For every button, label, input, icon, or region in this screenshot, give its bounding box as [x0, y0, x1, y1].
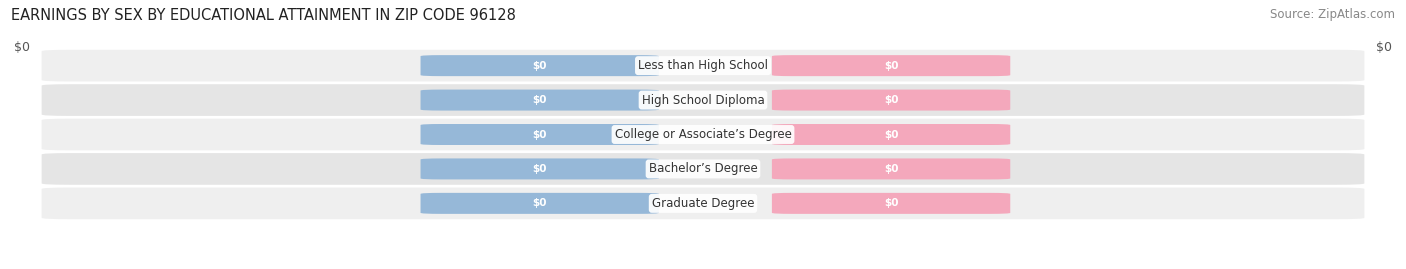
Text: High School Diploma: High School Diploma [641, 94, 765, 107]
FancyBboxPatch shape [420, 193, 659, 214]
FancyBboxPatch shape [42, 50, 1364, 82]
Text: EARNINGS BY SEX BY EDUCATIONAL ATTAINMENT IN ZIP CODE 96128: EARNINGS BY SEX BY EDUCATIONAL ATTAINMEN… [11, 8, 516, 23]
Text: $0: $0 [1376, 41, 1392, 54]
Text: $0: $0 [884, 61, 898, 71]
FancyBboxPatch shape [772, 193, 1011, 214]
Text: $0: $0 [884, 164, 898, 174]
Text: Source: ZipAtlas.com: Source: ZipAtlas.com [1270, 8, 1395, 21]
FancyBboxPatch shape [772, 90, 1011, 111]
Text: $0: $0 [14, 41, 30, 54]
Text: $0: $0 [533, 198, 547, 208]
Text: $0: $0 [533, 95, 547, 105]
Text: Bachelor’s Degree: Bachelor’s Degree [648, 162, 758, 175]
Text: Less than High School: Less than High School [638, 59, 768, 72]
Text: Graduate Degree: Graduate Degree [652, 197, 754, 210]
FancyBboxPatch shape [420, 90, 659, 111]
FancyBboxPatch shape [772, 124, 1011, 145]
FancyBboxPatch shape [772, 55, 1011, 76]
Text: $0: $0 [533, 129, 547, 140]
FancyBboxPatch shape [42, 187, 1364, 219]
FancyBboxPatch shape [42, 153, 1364, 185]
FancyBboxPatch shape [772, 158, 1011, 179]
Text: College or Associate’s Degree: College or Associate’s Degree [614, 128, 792, 141]
Text: $0: $0 [533, 164, 547, 174]
Text: $0: $0 [884, 95, 898, 105]
FancyBboxPatch shape [420, 124, 659, 145]
FancyBboxPatch shape [42, 119, 1364, 150]
Text: $0: $0 [533, 61, 547, 71]
Text: $0: $0 [884, 129, 898, 140]
FancyBboxPatch shape [420, 55, 659, 76]
FancyBboxPatch shape [42, 84, 1364, 116]
Text: $0: $0 [884, 198, 898, 208]
FancyBboxPatch shape [420, 158, 659, 179]
